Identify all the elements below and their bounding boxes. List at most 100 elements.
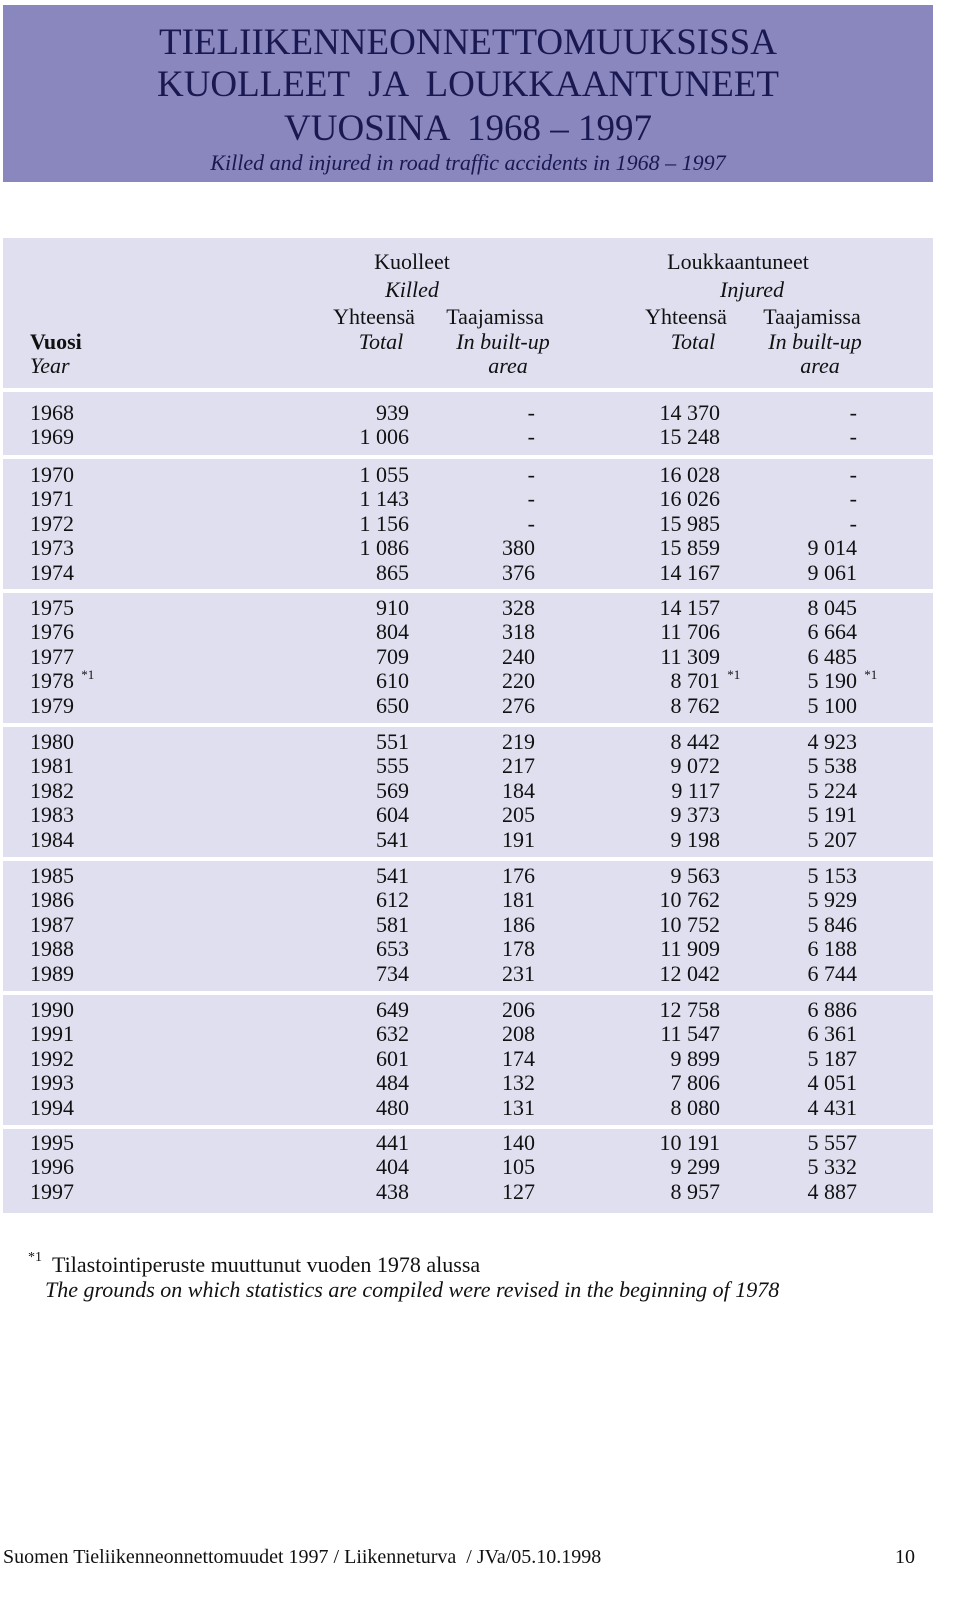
footnote-text-en: The grounds on which statistics are comp… [45,1277,780,1302]
value-cell: 181 [502,887,535,913]
value-cell: 328 [502,595,535,620]
column-header-en: In built-up [768,329,862,354]
value-cell: 650 [376,692,409,718]
value-cell: 240 [502,643,535,669]
year-cell: 1995 [30,1130,74,1155]
separator [3,455,933,459]
value-cell: 174 [502,1045,535,1071]
value-cell: 8 045 [807,595,858,620]
value-cell: 8 701 *1 [671,667,741,693]
value-cell: 11 909 [660,936,720,962]
value-cell: 10 752 [659,911,721,937]
column-header-en: Total [358,329,404,354]
value-cell: - [849,400,857,425]
value-cell: 8 080 [670,1094,721,1120]
value-cell: - [849,510,857,536]
value-cell: 132 [502,1070,535,1096]
value-cell: 9 299 [670,1154,721,1180]
value-cell: 131 [502,1094,535,1120]
value-cell: 208 [502,1021,535,1047]
value-cell: 4 887 [807,1178,858,1204]
value-cell: 16 028 [659,462,721,487]
year-cell: 1991 [30,1021,74,1047]
value-cell: 610 [376,668,409,694]
value-cell: 1 086 [359,535,410,561]
separator [3,857,933,861]
year-cell: 1969 [30,424,74,450]
footnote-text: Tilastointiperuste muuttunut vuoden 1978… [52,1252,481,1277]
value-cell: 376 [502,559,535,585]
value-cell: 5 846 [807,911,858,937]
value-cell: 206 [502,997,535,1022]
value-cell: 6 361 [807,1021,858,1047]
column-header-en: area [800,353,840,378]
value-cell: 6 188 [807,936,858,962]
value-cell: - [849,486,857,512]
year-cell: 1996 [30,1154,74,1180]
title-line: TIELIIKENNEONNETTOMUUKSISSA [159,21,777,63]
value-cell: 581 [376,911,409,937]
value-cell: 220 [502,668,535,694]
year-cell: 1994 [30,1094,74,1120]
value-cell: 5 191 [807,802,858,828]
value-cell: 10 762 [659,887,721,913]
value-cell: 6 664 [807,619,858,645]
year-cell: 1982 [30,777,74,803]
value-cell: - [849,462,857,487]
column-header-en: Total [670,329,716,354]
value-cell: 14 370 [659,400,721,425]
value-cell: 541 [376,826,409,852]
footnote-mark: *1 [724,667,741,683]
value-cell: 4 923 [807,729,858,754]
group-header: Loukkaantuneet [667,249,809,274]
value-cell: 178 [502,936,535,962]
year-cell: 1992 [30,1045,74,1071]
group-header: Kuolleet [374,249,450,274]
title-line: VUOSINA 1968 – 1997 [284,107,652,149]
value-cell: 1 143 [359,486,410,512]
value-cell: 551 [376,729,409,754]
year-cell: 1972 [30,510,74,536]
value-cell: 205 [502,802,535,828]
value-cell: 734 [376,960,409,986]
year-cell: 1993 [30,1070,74,1096]
footnote-mark: *1 [861,667,878,683]
footnote-mark: *1 [28,1250,42,1265]
value-cell: 1 006 [359,424,410,450]
year-cell: 1975 [30,595,74,620]
value-cell: 9 563 [670,863,721,888]
column-header-en: In built-up [456,329,550,354]
year-cell: 1968 [30,400,74,425]
value-cell: 8 957 [670,1178,721,1204]
value-cell: 380 [502,535,535,561]
value-cell: 438 [376,1178,409,1204]
title-box [3,5,933,182]
year-cell: 1971 [30,486,74,512]
value-cell: 12 042 [659,960,721,986]
year-cell: 1989 [30,960,74,986]
value-cell: 910 [376,595,409,620]
value-cell: 632 [376,1021,409,1047]
value-cell: 604 [376,802,409,828]
separator [3,388,933,392]
value-cell: 5 100 [807,692,858,718]
year-cell: 1973 [30,535,74,561]
separator [3,1125,933,1129]
value-cell: - [849,424,857,450]
value-cell: 318 [502,619,535,645]
group-header-en: Killed [385,277,439,302]
value-cell: 10 191 [659,1130,721,1155]
value-cell: 484 [376,1070,409,1096]
value-cell: - [527,486,535,512]
value-cell: 569 [376,777,409,803]
year-cell: 1997 [30,1178,74,1204]
year-cell: 1990 [30,997,74,1022]
value-cell: 191 [502,826,535,852]
value-cell: 7 806 [670,1070,721,1096]
year-cell: 1987 [30,911,74,937]
year-cell: 1983 [30,802,74,828]
value-cell: 5 207 [807,826,858,852]
title-line: KUOLLEET JA LOUKKAANTUNEET [156,63,780,105]
value-cell: 6 886 [807,997,858,1022]
